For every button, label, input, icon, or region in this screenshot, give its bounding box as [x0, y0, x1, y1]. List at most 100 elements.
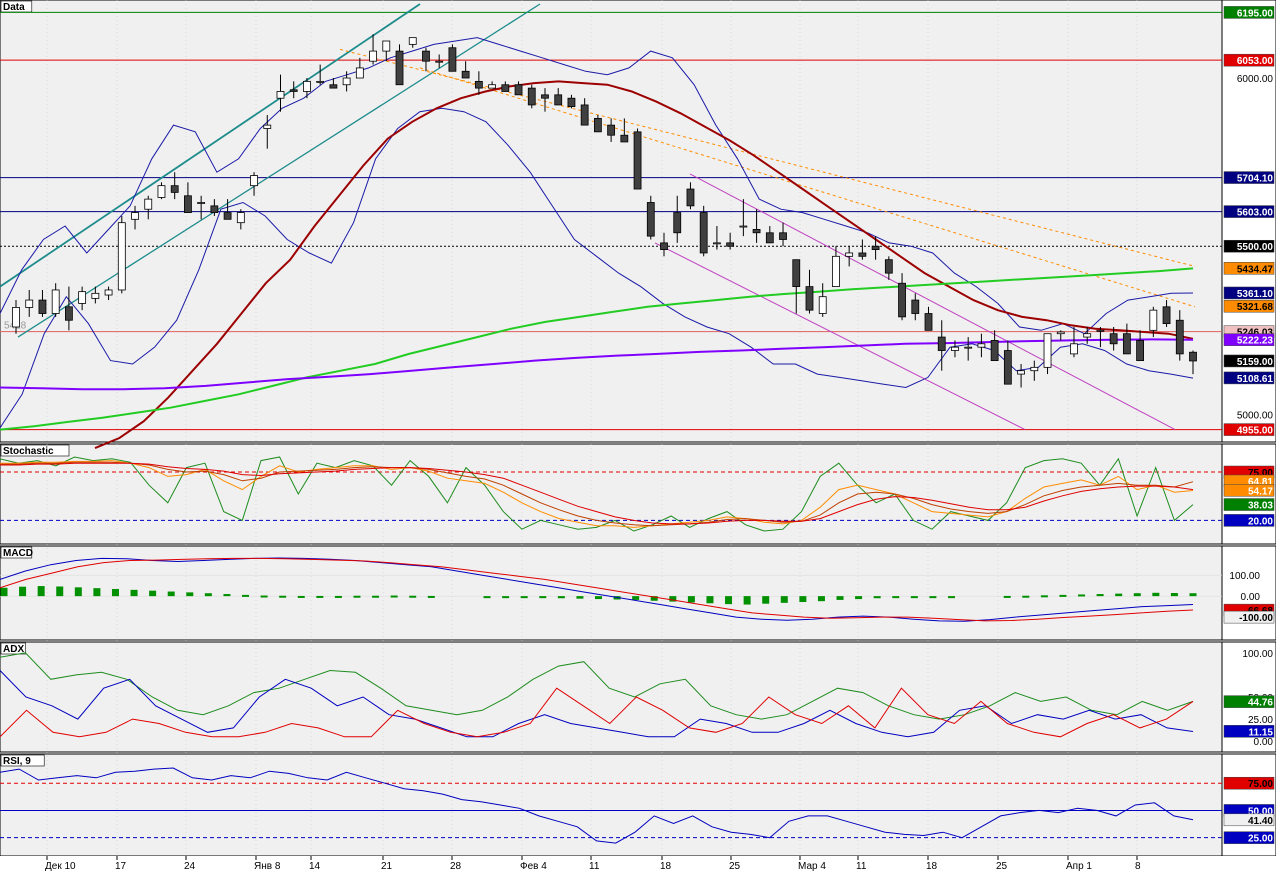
candle	[607, 118, 616, 142]
candle	[329, 78, 338, 89]
candle	[832, 246, 840, 288]
x-tick-label: 18	[926, 861, 938, 872]
macd-histogram-bar	[725, 596, 733, 605]
svg-text:5361.10: 5361.10	[1237, 289, 1274, 300]
candle	[448, 44, 457, 72]
macd-histogram-bar	[1040, 595, 1048, 598]
x-tick-label: 8	[1135, 861, 1141, 872]
down-channel-lower	[654, 242, 1026, 431]
candle	[170, 172, 179, 200]
candle	[805, 269, 814, 314]
stoch-line-0	[0, 456, 1194, 532]
candle	[1149, 306, 1158, 338]
candle	[752, 209, 761, 243]
candle	[1083, 326, 1092, 344]
rsi-tag: 75.00	[1223, 776, 1275, 790]
price-tag: 5704.10	[1223, 171, 1275, 185]
candle	[488, 81, 496, 89]
candle	[474, 71, 483, 95]
panel-label-box	[0, 546, 33, 559]
candle	[104, 286, 113, 301]
candle	[713, 226, 721, 250]
rsi-line-0	[0, 767, 1194, 844]
svg-text:20.00: 20.00	[1248, 516, 1273, 527]
price-tag: 5108.61	[1223, 371, 1275, 385]
x-tick-label: 17	[115, 861, 127, 872]
macd-histogram-bar	[56, 586, 64, 597]
adx-tag: 11.15	[1223, 725, 1275, 738]
macd-histogram-bar	[502, 596, 510, 599]
candle	[1030, 360, 1039, 381]
bollinger-upper	[0, 37, 1194, 335]
macd-tick-label: 100.00	[1229, 571, 1260, 582]
candle	[501, 81, 510, 92]
panel-label-box	[0, 642, 26, 655]
candle	[726, 232, 735, 250]
x-tick-label: 11	[856, 861, 867, 872]
candle	[567, 94, 576, 109]
macd-histogram-bar	[762, 596, 770, 604]
x-tick-label: 24	[184, 861, 196, 872]
candle	[620, 118, 629, 143]
candle	[435, 54, 444, 68]
macd-histogram-bar	[650, 596, 658, 601]
macd-tick-label: 0.00	[1241, 592, 1261, 603]
candle	[646, 195, 655, 240]
candle	[1175, 310, 1184, 361]
rsi-tag: 41.40	[1223, 813, 1275, 827]
candle	[1189, 350, 1197, 375]
candle	[210, 199, 219, 216]
macd-histogram-bar	[37, 586, 45, 597]
adx-line-0	[0, 652, 1194, 720]
candle	[699, 205, 708, 257]
macd-histogram-bar	[632, 596, 640, 600]
svg-text:50.00: 50.00	[1248, 806, 1273, 817]
adx-line-2	[0, 687, 1194, 738]
candle	[951, 340, 959, 358]
x-tick-label: Апр 1	[1066, 861, 1092, 872]
candle	[461, 61, 470, 79]
axis-macd	[1221, 545, 1276, 641]
svg-text:5108.61: 5108.61	[1237, 374, 1274, 385]
panel-label-price: Data	[3, 2, 25, 13]
svg-text:75.00: 75.00	[1248, 468, 1273, 479]
candle	[937, 320, 946, 371]
candle	[739, 199, 748, 237]
price-tag: 4955.00	[1223, 423, 1275, 437]
macd-histogram-bar	[186, 592, 194, 597]
svg-text:11.15: 11.15	[1249, 727, 1274, 738]
macd-histogram-bar	[817, 596, 825, 602]
macd-histogram-bar	[892, 596, 900, 599]
candle	[197, 195, 206, 220]
macd-histogram-bar	[1152, 592, 1160, 597]
panel-label-macd: MACD	[3, 548, 33, 559]
price-tag: 5321.68	[1223, 299, 1275, 313]
macd-histogram-bar	[706, 596, 714, 604]
candle	[78, 286, 87, 311]
adx-tick-label: 25.00	[1248, 715, 1273, 726]
candle	[250, 172, 258, 196]
x-tick-label: 11	[589, 861, 600, 872]
svg-text:44.76: 44.76	[1248, 698, 1273, 709]
macd-histogram-bar	[557, 596, 565, 599]
candle	[871, 236, 880, 260]
macd-histogram-bar	[334, 595, 342, 598]
macd-histogram-bar	[743, 596, 751, 605]
svg-text:5246.03: 5246.03	[1237, 328, 1274, 339]
x-axis	[0, 856, 1276, 872]
macd-histogram-bar	[297, 595, 305, 598]
candle	[144, 195, 153, 220]
svg-text:25.00: 25.00	[1248, 834, 1273, 845]
macd-histogram-bar	[279, 595, 287, 598]
macd-histogram-bar	[539, 596, 547, 599]
candle	[369, 34, 377, 65]
svg-text:54.17: 54.17	[1248, 486, 1273, 497]
candle	[223, 199, 232, 220]
macd-histogram-bar	[576, 596, 584, 599]
macd-histogram-bar	[1022, 595, 1030, 598]
price-tag: 5500.00	[1223, 239, 1275, 253]
stoch-tag: 38.03	[1223, 498, 1275, 512]
candle	[898, 273, 906, 321]
ma-ma-long	[0, 267, 1194, 431]
candle	[25, 289, 34, 317]
